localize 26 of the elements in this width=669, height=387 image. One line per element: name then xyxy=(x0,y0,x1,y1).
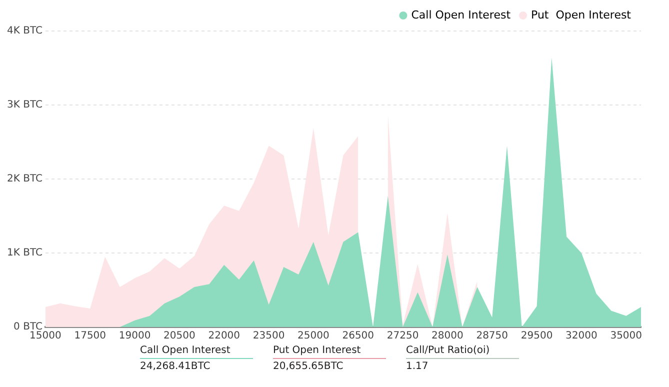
x-tick-label: 29500 xyxy=(520,330,553,342)
text: Call Open Interest xyxy=(140,345,253,359)
legend-label: Call Open Interest xyxy=(411,8,512,22)
text: Put Open Interest xyxy=(273,345,386,359)
text: 1.17 xyxy=(406,361,430,372)
x-tick-label: 19000 xyxy=(118,330,151,342)
x-tick-label: 27250 xyxy=(386,330,419,342)
x-tick-label: 28000 xyxy=(432,330,464,342)
x-tick-label: 26500 xyxy=(342,330,374,342)
x-tick-label: 17500 xyxy=(74,330,106,342)
x-tick-label: 15000 xyxy=(30,330,62,342)
x-tick-label: 20500 xyxy=(164,330,196,342)
y-tick-label: 3K BTC xyxy=(6,100,42,111)
x-tick-label: 28750 xyxy=(476,330,508,342)
x-tick-label: 25000 xyxy=(298,330,330,342)
legend-label: Put Open Interest xyxy=(531,8,632,22)
x-tick-label: 23500 xyxy=(252,330,285,342)
x-tick-label: 22000 xyxy=(208,330,240,342)
x-tick-label: 32000 xyxy=(566,330,598,342)
x-tick-label: 35000 xyxy=(610,330,642,342)
text: Call/Put Ratio(oi) xyxy=(406,345,519,359)
y-tick-label: 2K BTC xyxy=(6,174,42,185)
text: 24,268.41BTC xyxy=(140,361,212,372)
y-tick-label: 4K BTC xyxy=(6,26,42,37)
y-tick-label: 1K BTC xyxy=(6,248,42,259)
text: 20,655.65BTC xyxy=(273,361,344,372)
